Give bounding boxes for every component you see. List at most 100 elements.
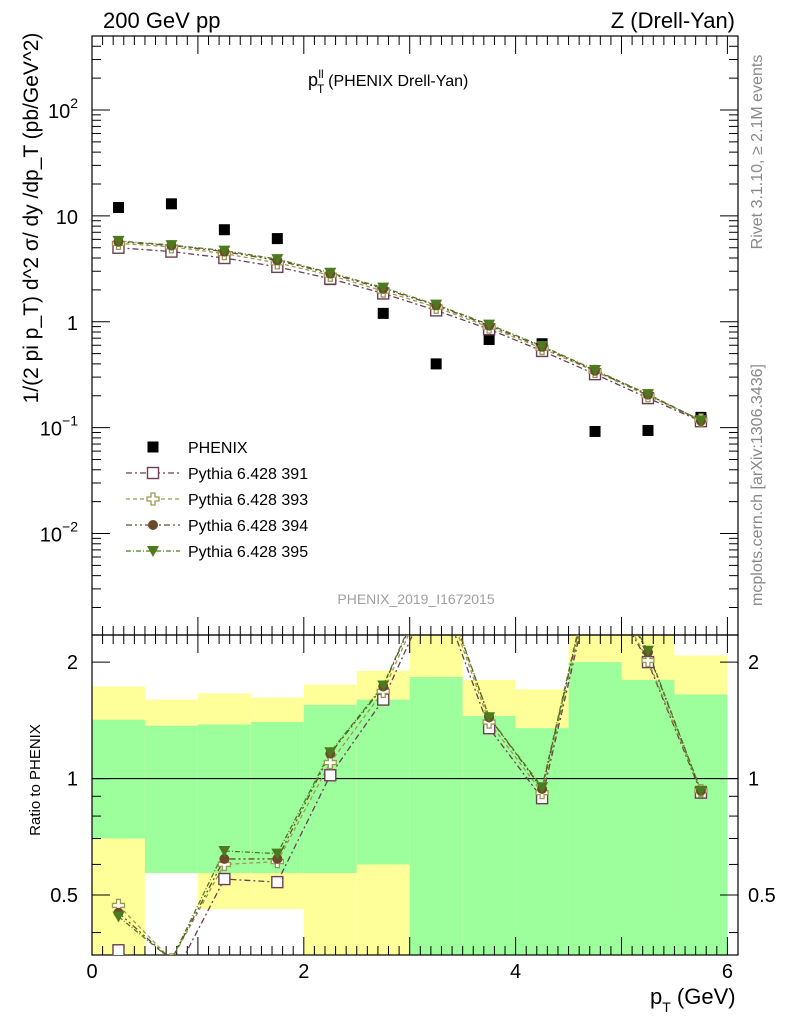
ratio-ytick-label-right: 2	[748, 652, 759, 674]
series-line	[118, 240, 702, 421]
legend-entry: Pythia 6.428 394	[126, 518, 308, 535]
data-point	[483, 712, 496, 724]
ratio-xtick-label: 2	[298, 961, 309, 983]
data-point	[589, 557, 601, 569]
band-inner	[409, 677, 463, 955]
band-inner	[568, 662, 622, 955]
series-markers-3	[113, 236, 706, 426]
band-inner	[674, 694, 728, 955]
main-ylabel: 1/(2 pi p_T) d^2 σ/ dy /dp_T (pb/GeV^2)	[20, 33, 43, 404]
data-point	[430, 561, 442, 572]
data-point	[430, 299, 443, 311]
legend-label: Pythia 6.428 394	[188, 518, 308, 535]
data-point	[112, 235, 125, 247]
rivet-label: Rivet 3.1.10, ≥ 2.1M events	[749, 55, 766, 250]
legend-entry: Pythia 6.428 395	[126, 544, 308, 561]
main-ytick-label: 10−2	[40, 519, 78, 547]
main-ytick-label: 10−1	[40, 413, 78, 441]
xlabel-sub: T	[662, 999, 671, 1015]
ytick-base: 10	[40, 525, 62, 547]
data-point	[589, 365, 602, 377]
legend-label: Pythia 6.428 393	[188, 492, 308, 509]
data-point	[218, 872, 231, 886]
legend-label: Pythia 6.428 391	[188, 466, 308, 483]
data-point	[271, 233, 283, 245]
series-markers-0	[112, 198, 707, 437]
title-sub: T	[317, 82, 325, 96]
data-point	[377, 307, 389, 319]
series-markers-1	[112, 241, 708, 428]
data-point	[324, 747, 337, 759]
data-point	[271, 254, 284, 266]
ratio-xtick-label: 0	[86, 961, 97, 983]
title-rest: (PHENIX Drell-Yan)	[324, 73, 469, 90]
data-point	[694, 785, 707, 797]
data-point	[431, 578, 442, 589]
main-ytick-label: 10	[56, 207, 78, 229]
data-point	[147, 546, 159, 557]
data-point	[112, 201, 124, 213]
data-point	[166, 975, 177, 986]
band-inner	[303, 704, 357, 874]
ratio-xtick-label: 4	[510, 961, 521, 983]
ytick-base: 10	[40, 419, 62, 441]
legend-entry: Pythia 6.428 393	[126, 492, 308, 509]
series-line	[118, 242, 702, 421]
data-point	[218, 224, 230, 236]
main-ytick-label: 102	[48, 95, 78, 123]
data-point	[590, 563, 601, 574]
series-markers-2	[111, 236, 708, 427]
data-point	[590, 554, 600, 564]
ratio-series-layer	[111, 554, 708, 986]
legend-entry: PHENIX	[147, 440, 248, 457]
title-main: p	[308, 70, 318, 90]
ytick-exponent: 2	[70, 95, 78, 111]
data-point	[641, 653, 655, 668]
legend-entry: Pythia 6.428 391	[126, 466, 308, 483]
data-point	[430, 567, 442, 579]
ytick-base: 10	[56, 207, 78, 229]
data-point	[219, 853, 230, 864]
series-1	[118, 247, 702, 422]
main-ytick-label: 1	[67, 313, 78, 335]
band-inner	[621, 679, 675, 955]
series-line	[118, 247, 702, 422]
ratio-ytick-label: 1	[67, 769, 78, 791]
data-point	[430, 358, 442, 370]
xlabel-main: p	[650, 984, 662, 1009]
data-point	[112, 911, 125, 923]
data-point	[694, 415, 707, 427]
ratio-ytick-label: 2	[67, 652, 78, 674]
series-markers-4	[112, 235, 707, 427]
data-point	[323, 755, 337, 770]
data-point	[324, 769, 337, 782]
ratio-ytick-label-right: 0.5	[748, 885, 776, 907]
legend-label: Pythia 6.428 395	[188, 544, 308, 561]
data-point	[165, 954, 178, 955]
series-2	[118, 242, 702, 421]
ytick-base: 1	[67, 313, 78, 335]
data-point	[165, 198, 177, 210]
data-point	[536, 782, 549, 794]
data-point	[483, 319, 496, 331]
series-line	[118, 241, 702, 422]
ratio-xtick-label: 6	[722, 961, 733, 983]
data-point	[218, 845, 231, 857]
data-point	[377, 680, 390, 692]
data-point	[218, 245, 231, 257]
x-axis-label: pT (GeV)	[650, 984, 736, 1015]
band-inner	[144, 725, 198, 874]
ytick-base: 10	[48, 101, 70, 123]
data-point	[147, 441, 159, 453]
ratio-ylabel: Ratio to PHENIX	[27, 724, 44, 836]
header-left: 200 GeV pp	[103, 8, 220, 33]
series-4	[118, 240, 702, 421]
band-inner	[462, 716, 516, 955]
plot-title: pTll (PHENIX Drell-Yan)	[308, 67, 468, 96]
series-3	[118, 241, 702, 422]
ratio-series-line	[118, 635, 702, 955]
ratio-frame	[91, 634, 739, 956]
data-point	[146, 466, 160, 480]
data-point	[271, 875, 284, 889]
